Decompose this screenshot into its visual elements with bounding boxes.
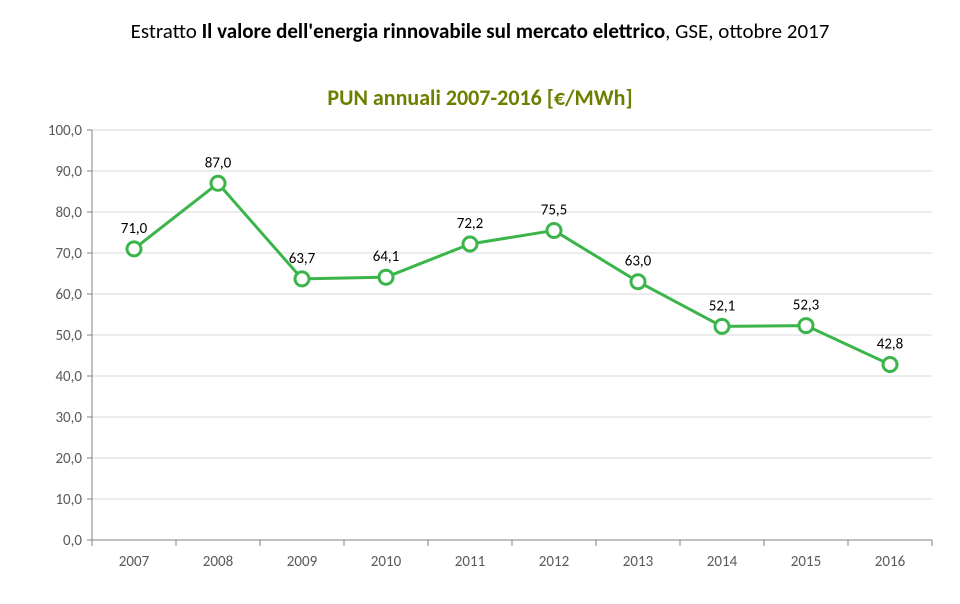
- data-marker: [127, 242, 141, 256]
- data-marker: [211, 176, 225, 190]
- data-label: 52,3: [793, 297, 820, 315]
- x-tick-label: 2007: [119, 553, 150, 571]
- y-tick-label: 60,0: [55, 286, 82, 304]
- data-marker: [631, 275, 645, 289]
- data-label: 63,7: [289, 250, 316, 268]
- x-tick-label: 2014: [707, 553, 738, 571]
- title-bold: Il valore dell'energia rinnovabile sul m…: [202, 18, 666, 44]
- y-tick-label: 90,0: [55, 163, 82, 181]
- y-tick-label: 40,0: [55, 368, 82, 386]
- title-suffix: , GSE, ottobre 2017: [665, 18, 829, 44]
- x-tick-label: 2013: [623, 553, 654, 571]
- data-label: 87,0: [205, 154, 232, 172]
- chart-area: 0,010,020,030,040,050,060,070,080,090,01…: [92, 130, 932, 580]
- y-tick-label: 10,0: [55, 491, 82, 509]
- y-tick-label: 80,0: [55, 204, 82, 222]
- data-label: 63,0: [625, 253, 652, 271]
- y-tick-label: 70,0: [55, 245, 82, 263]
- series-line: [134, 183, 890, 364]
- data-label: 75,5: [541, 201, 568, 219]
- y-tick-label: 100,0: [48, 122, 83, 140]
- data-label: 52,1: [709, 297, 736, 315]
- x-tick-label: 2016: [875, 553, 906, 571]
- data-marker: [883, 358, 897, 372]
- y-tick-label: 20,0: [55, 450, 82, 468]
- x-tick-label: 2008: [203, 553, 233, 571]
- data-marker: [547, 223, 561, 237]
- x-tick-label: 2009: [287, 553, 318, 571]
- chart-title: PUN annuali 2007-2016 [€/MWh]: [0, 84, 960, 111]
- x-tick-label: 2015: [791, 553, 821, 571]
- y-tick-label: 30,0: [55, 409, 82, 427]
- data-label: 64,1: [373, 248, 400, 266]
- y-tick-label: 50,0: [55, 327, 82, 345]
- data-marker: [463, 237, 477, 251]
- data-marker: [295, 272, 309, 286]
- data-label: 42,8: [877, 336, 904, 354]
- chart-svg: 0,010,020,030,040,050,060,070,080,090,01…: [92, 130, 932, 580]
- x-tick-label: 2011: [455, 553, 485, 571]
- data-marker: [379, 270, 393, 284]
- data-label: 71,0: [121, 220, 148, 238]
- data-marker: [715, 319, 729, 333]
- y-tick-label: 0,0: [63, 532, 82, 550]
- x-tick-label: 2012: [539, 553, 569, 571]
- data-label: 72,2: [457, 215, 484, 233]
- title-prefix: Estratto: [131, 18, 202, 44]
- x-tick-label: 2010: [371, 553, 402, 571]
- data-marker: [799, 319, 813, 333]
- page-title: Estratto Il valore dell'energia rinnovab…: [0, 18, 960, 44]
